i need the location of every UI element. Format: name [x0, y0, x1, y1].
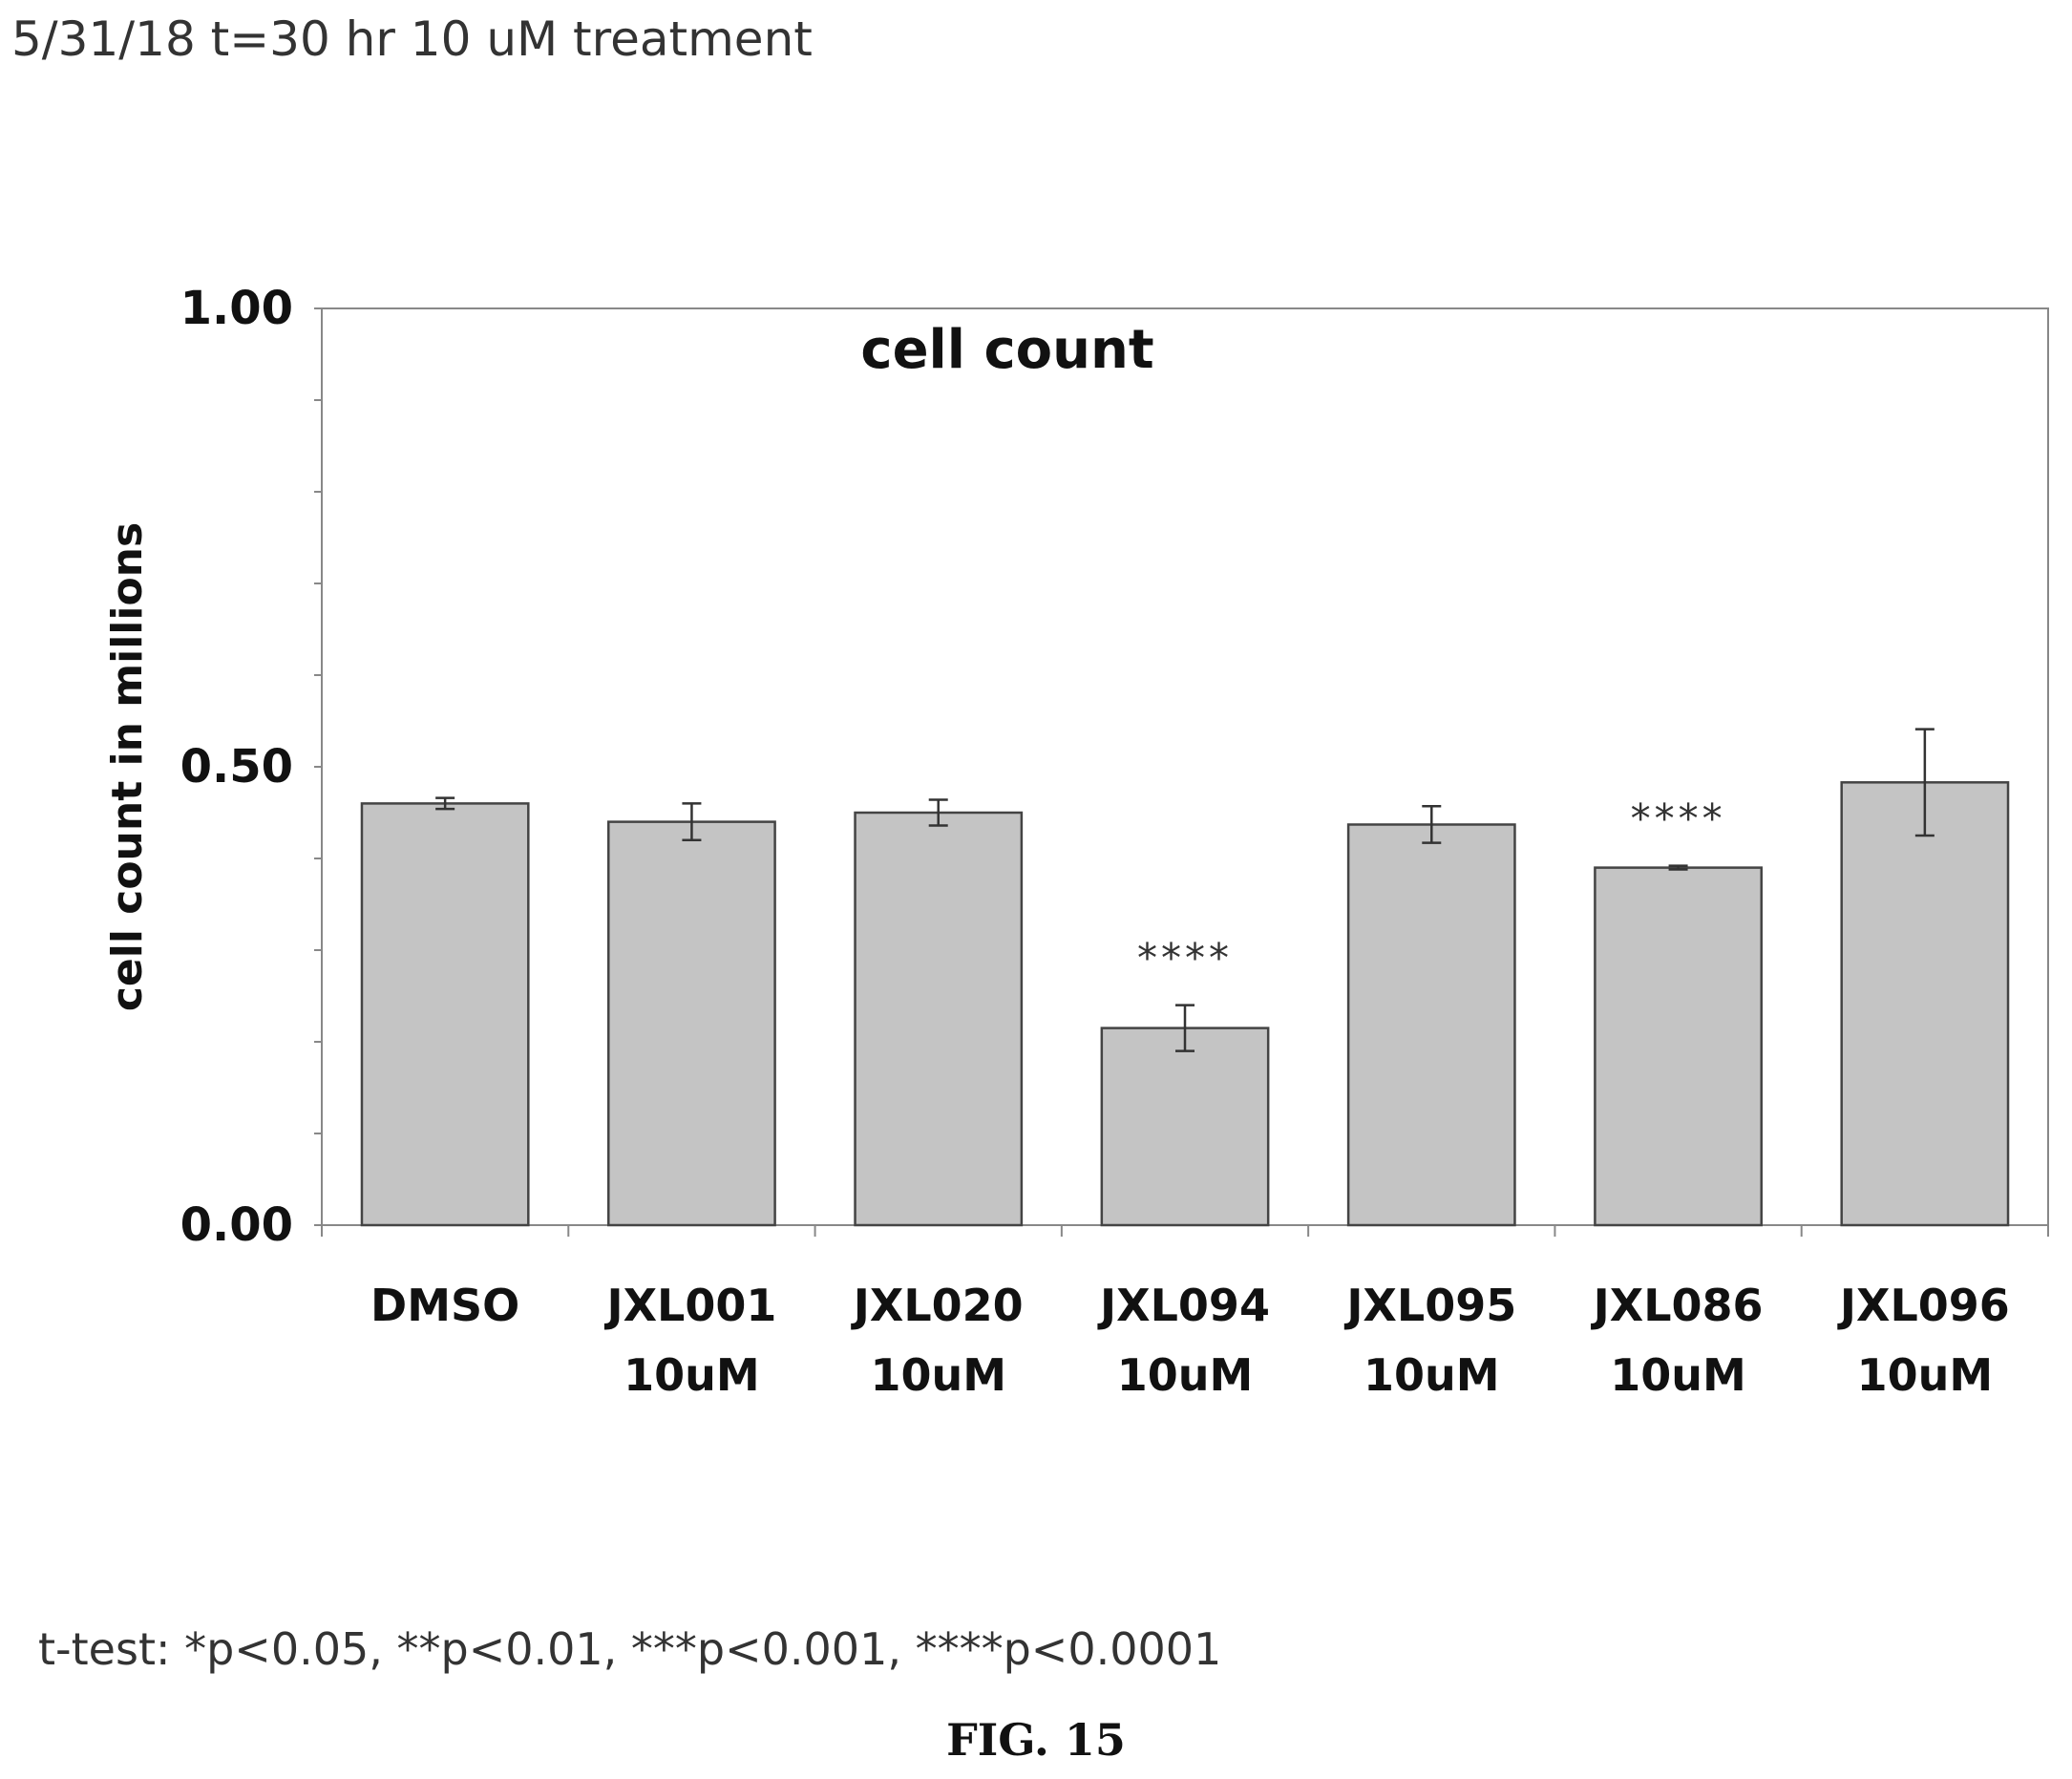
bar-chart: 0.00 0.50 1.00 DMSO JXL001 10uM JXL020 10uM ****… — [103, 282, 2049, 1401]
x-category-label: 10uM — [1117, 1349, 1254, 1401]
x-category-label: 10uM — [1610, 1349, 1746, 1401]
chart-title: cell count — [860, 319, 1153, 381]
y-tick-label: 0.00 — [180, 1198, 293, 1252]
y-tick-label: 0.50 — [180, 740, 293, 794]
ttest-footnote: t-test: *p<0.05, **p<0.01, ***p<0.001, *… — [38, 1623, 1222, 1675]
x-category-label: JXL095 — [1343, 1280, 1516, 1331]
bar — [854, 811, 1024, 1227]
y-tick-label: 1.00 — [180, 282, 293, 335]
chart-bars — [360, 781, 2010, 1227]
bar — [607, 820, 776, 1227]
x-category-label: DMSO — [370, 1280, 519, 1331]
x-category-label: 10uM — [870, 1349, 1006, 1401]
x-category-label: JXL020 — [851, 1280, 1024, 1331]
chart-header-note: 5/31/18 t=30 hr 10 uM treatment — [11, 11, 813, 67]
x-category-label: 10uM — [624, 1349, 760, 1401]
bar — [1100, 1027, 1270, 1227]
bar — [1840, 781, 2010, 1227]
x-category-label: JXL096 — [1837, 1280, 2010, 1331]
x-category-label: 10uM — [1364, 1349, 1500, 1401]
significance-marker: **** — [1137, 935, 1233, 982]
chart-error-bars — [435, 728, 1935, 1052]
chart-labels: 0.00 0.50 1.00 DMSO JXL001 10uM JXL020 10uM ****… — [103, 282, 2010, 1401]
x-category-label: JXL086 — [1591, 1280, 1764, 1331]
bar — [1346, 823, 1516, 1227]
x-category-label: JXL001 — [603, 1280, 776, 1331]
bar — [360, 802, 530, 1227]
bar — [1594, 866, 1763, 1227]
x-category-label: 10uM — [1857, 1349, 1994, 1401]
significance-marker: **** — [1631, 795, 1726, 842]
y-axis-label: cell count in millions — [103, 522, 152, 1011]
x-category-label: JXL094 — [1097, 1280, 1270, 1331]
figure-label: FIG. 15 — [946, 1714, 1126, 1766]
